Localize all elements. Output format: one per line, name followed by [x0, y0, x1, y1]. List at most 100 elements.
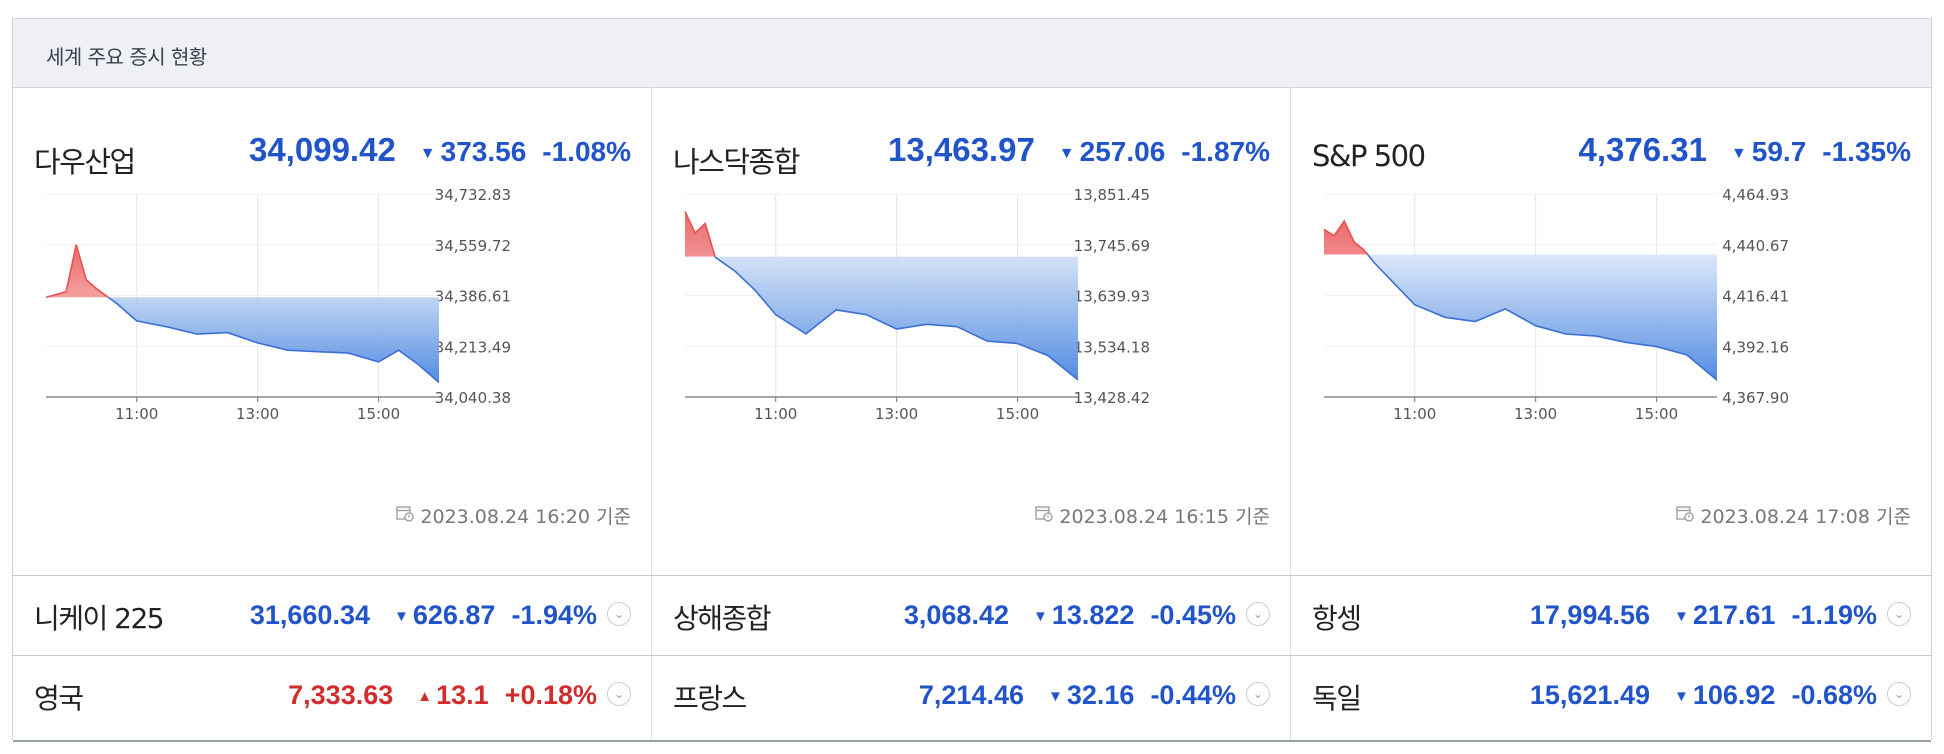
chevron-down-icon[interactable]: ⌄ — [1246, 602, 1270, 626]
index-change: 217.61 — [1692, 600, 1776, 630]
down-arrow-icon: ▼ — [1730, 145, 1747, 162]
index-value: 34,099.42 — [248, 131, 396, 168]
timestamp: 2023.08.24 16:15 기준 — [1035, 502, 1270, 529]
x-tick-label: 15:00 — [1635, 405, 1678, 423]
timestamp: 2023.08.24 17:08 기준 — [1676, 502, 1911, 529]
x-tick-label: 11:00 — [115, 405, 158, 423]
y-tick-label: 4,367.90 — [1722, 389, 1789, 407]
index-percent: -1.08% — [542, 136, 631, 167]
index-cell-shanghai[interactable]: 상해종합 3,068.42 ▼ 13.822 -0.45% ⌄ — [652, 576, 1291, 656]
index-percent: -1.87% — [1181, 136, 1270, 167]
index-change: 32.16 — [1066, 680, 1135, 710]
chevron-down-icon[interactable]: ⌄ — [1246, 682, 1270, 706]
index-name: 니케이 225 — [34, 602, 165, 635]
index-value: 31,660.34 — [249, 600, 370, 630]
y-tick-label: 34,386.61 — [435, 288, 511, 306]
x-tick-label: 13:00 — [875, 405, 918, 423]
index-values: 7,214.46 ▼ 32.16 -0.44% — [919, 680, 1236, 711]
down-arrow-icon: ▼ — [1673, 688, 1689, 705]
index-value: 17,994.56 — [1529, 600, 1650, 630]
x-tick-label: 13:00 — [236, 405, 279, 423]
x-tick-label: 11:00 — [1393, 405, 1436, 423]
index-value: 15,621.49 — [1529, 680, 1650, 710]
series-line-down — [46, 297, 440, 384]
timestamp-text: 2023.08.24 16:20 기준 — [420, 506, 631, 528]
index-values: 15,621.49 ▼ 106.92 -0.68% — [1530, 680, 1877, 711]
index-row: 영국 7,333.63 ▲ 13.1 +0.18% ⌄ 프랑스 7,214.46… — [13, 655, 1931, 742]
chevron-down-icon[interactable]: ⌄ — [607, 682, 631, 706]
series-line-down — [714, 256, 1079, 381]
index-change: 106.92 — [1692, 680, 1776, 710]
y-tick-label: 34,040.38 — [435, 389, 511, 407]
y-tick-label: 34,213.49 — [435, 338, 511, 356]
series-line-up — [45, 244, 110, 298]
x-tick-label: 15:00 — [996, 405, 1039, 423]
y-tick-label: 13,639.93 — [1074, 288, 1150, 306]
index-change: 373.56 — [440, 136, 527, 167]
down-arrow-icon: ▼ — [1058, 145, 1075, 162]
calendar-clock-icon — [1035, 504, 1054, 527]
y-tick-label: 4,392.16 — [1722, 338, 1789, 356]
index-percent: -1.94% — [511, 600, 597, 630]
world-stock-widget: 세계 주요 증시 현황 다우산업 34,099.42 ▼ 373.56 -1.0… — [12, 18, 1932, 742]
index-name: 프랑스 — [673, 682, 747, 715]
timestamp-text: 2023.08.24 16:15 기준 — [1059, 506, 1270, 528]
y-tick-label: 13,428.42 — [1074, 389, 1150, 407]
index-value: 3,068.42 — [903, 600, 1009, 630]
index-chart: 13,851.45 13,745.69 13,639.93 13,534.18 13,4… — [684, 186, 1150, 423]
index-name: 다우산업 — [34, 145, 136, 179]
index-cell-germany[interactable]: 독일 15,621.49 ▼ 106.92 -0.68% ⌄ — [1291, 656, 1931, 740]
area-below-baseline — [715, 256, 1078, 380]
y-tick-label: 34,559.72 — [435, 237, 511, 255]
index-cell-uk[interactable]: 영국 7,333.63 ▲ 13.1 +0.18% ⌄ — [13, 656, 652, 740]
widget-title: 세계 주요 증시 현황 — [46, 45, 207, 69]
index-percent: -0.45% — [1150, 600, 1236, 630]
index-value: 7,333.63 — [288, 680, 394, 710]
y-tick-label: 13,534.18 — [1074, 338, 1150, 356]
index-values: 17,994.56 ▼ 217.61 -1.19% — [1530, 600, 1877, 631]
y-tick-label: 4,416.41 — [1722, 288, 1789, 306]
index-cell-france[interactable]: 프랑스 7,214.46 ▼ 32.16 -0.44% ⌄ — [652, 656, 1291, 740]
index-chart: 4,464.93 4,440.67 4,416.41 4,392.16 4,367.90… — [1323, 186, 1789, 423]
area-above-baseline — [1324, 221, 1368, 255]
chevron-down-icon[interactable]: ⌄ — [1887, 682, 1911, 706]
index-cell-hangseng[interactable]: 항셍 17,994.56 ▼ 217.61 -1.19% ⌄ — [1291, 576, 1931, 656]
index-name: 나스닥종합 — [673, 145, 800, 179]
index-change: 59.7 — [1751, 136, 1807, 167]
y-tick-label: 4,440.67 — [1722, 237, 1789, 255]
index-name: S&P 500 — [1312, 139, 1426, 173]
chevron-down-icon[interactable]: ⌄ — [607, 602, 631, 626]
calendar-clock-icon — [396, 504, 415, 527]
index-panel-nasdaq[interactable]: 나스닥종합 13,463.97 ▼ 257.06 -1.87% 13,851.4… — [652, 87, 1291, 575]
y-tick-label: 34,732.83 — [435, 186, 511, 204]
index-cell-nikkei[interactable]: 니케이 225 31,660.34 ▼ 626.87 -1.94% ⌄ — [13, 576, 652, 656]
timestamp: 2023.08.24 16:20 기준 — [396, 502, 631, 529]
x-tick-label: 15:00 — [357, 405, 400, 423]
index-values: 31,660.34 ▼ 626.87 -1.94% — [250, 600, 597, 631]
index-change: 257.06 — [1079, 136, 1166, 167]
series-line-up — [684, 211, 716, 257]
index-values: 34,099.42 ▼ 373.56 -1.08% — [249, 131, 631, 169]
widget-header: 세계 주요 증시 현황 — [13, 19, 1931, 88]
index-change: 626.87 — [412, 600, 496, 630]
index-values: 13,463.97 ▼ 257.06 -1.87% — [888, 131, 1270, 169]
index-percent: -0.68% — [1791, 680, 1877, 710]
series-line-down — [1366, 254, 1718, 381]
index-panel-sp500[interactable]: S&P 500 4,376.31 ▼ 59.7 -1.35% 4,464.93 4… — [1291, 87, 1931, 575]
index-values: 7,333.63 ▲ 13.1 +0.18% — [288, 680, 597, 711]
down-arrow-icon: ▼ — [1048, 688, 1063, 705]
index-change: 13.1 — [436, 680, 489, 710]
index-name: 영국 — [34, 682, 84, 715]
index-panel-dow[interactable]: 다우산업 34,099.42 ▼ 373.56 -1.08% 34,732.83… — [13, 87, 652, 575]
y-tick-label: 13,745.69 — [1074, 237, 1150, 255]
index-row: 니케이 225 31,660.34 ▼ 626.87 -1.94% ⌄ 상해종합… — [13, 575, 1931, 656]
calendar-clock-icon — [1676, 504, 1695, 527]
index-percent: +0.18% — [504, 680, 597, 710]
x-tick-label: 11:00 — [754, 405, 797, 423]
index-value: 13,463.97 — [887, 131, 1035, 168]
chevron-down-icon[interactable]: ⌄ — [1887, 602, 1911, 626]
up-arrow-icon: ▲ — [417, 688, 433, 705]
series-line-up — [1323, 219, 1369, 255]
index-chart: 34,732.83 34,559.72 34,386.61 34,213.49 34,0… — [45, 186, 511, 423]
index-values: 4,376.31 ▼ 59.7 -1.35% — [1578, 131, 1911, 169]
